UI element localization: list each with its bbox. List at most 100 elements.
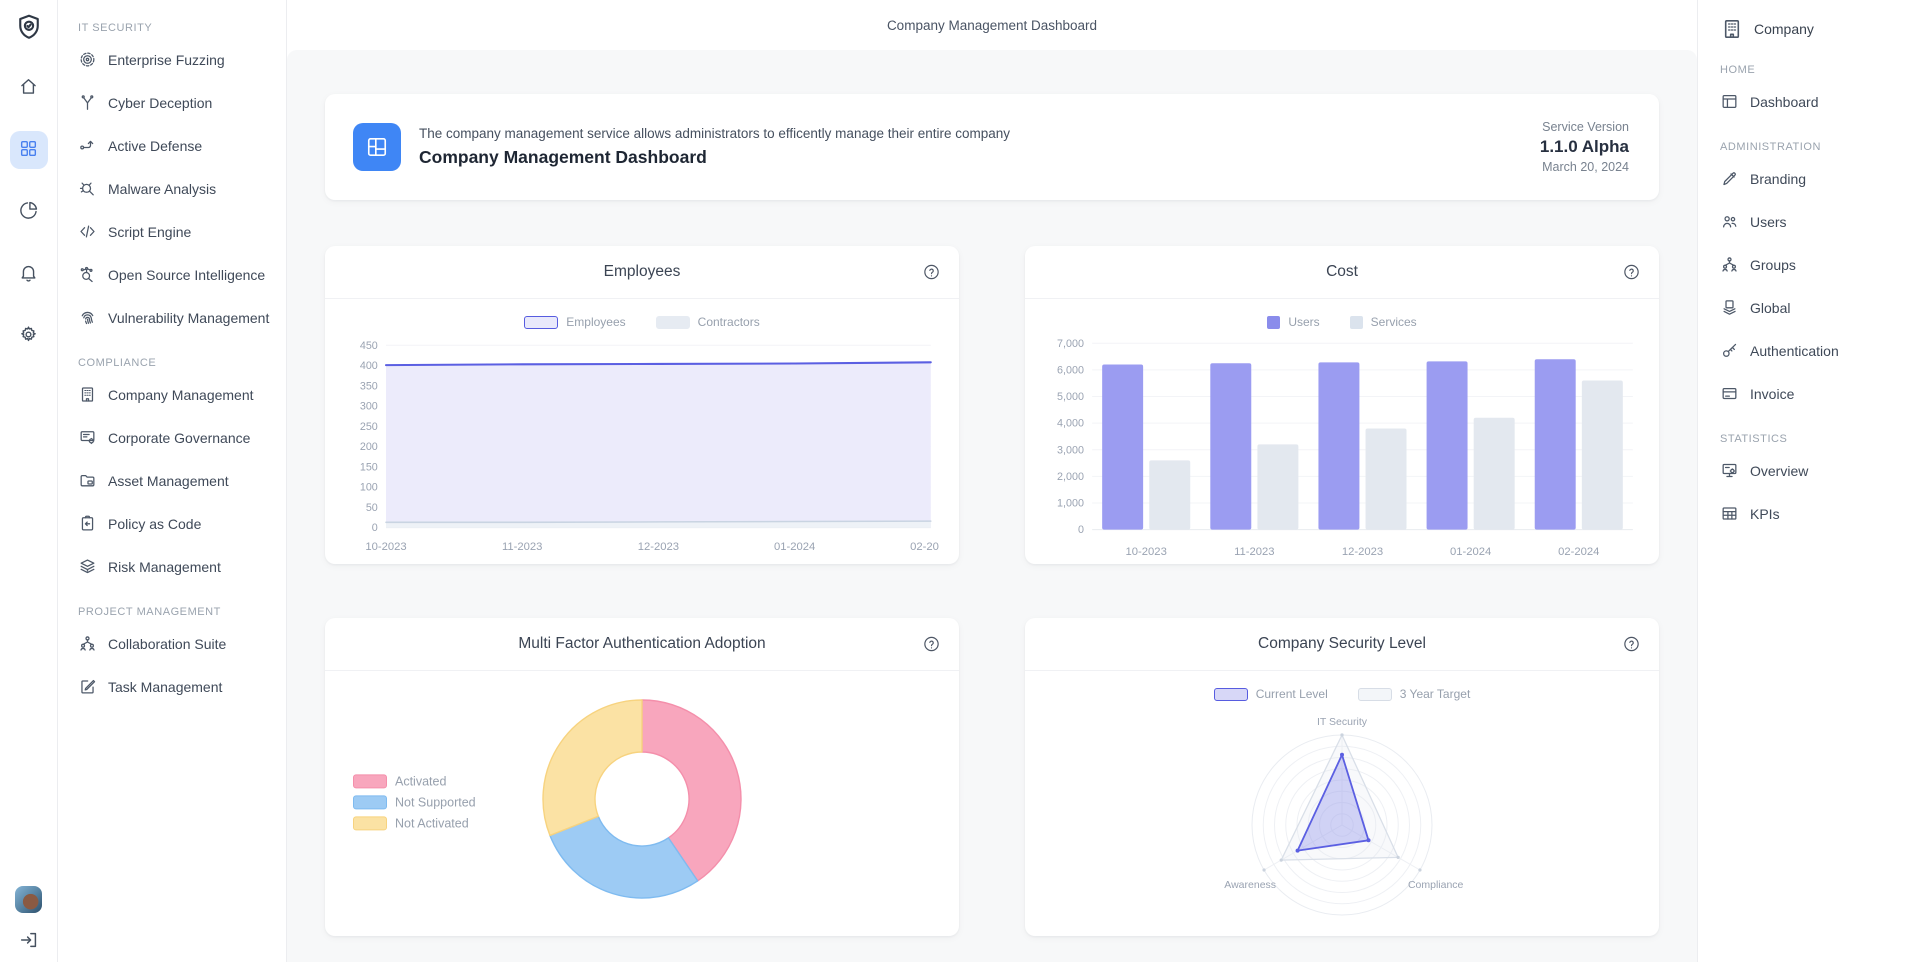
section-label: PROJECT MANAGEMENT [78, 606, 221, 618]
section-label: ADMINISTRATION [1720, 141, 1821, 153]
sidebar-item-collaboration-suite[interactable]: Collaboration Suite [78, 622, 276, 665]
dashboard-grid-icon [353, 123, 401, 171]
rail-item-dashboard[interactable] [9, 131, 48, 169]
sidebar-item-kpis[interactable]: KPIs [1720, 492, 1910, 535]
share-icon [78, 136, 97, 155]
sidebar-item-label: KPIs [1750, 505, 1780, 522]
service-version-date: March 20, 2024 [1542, 160, 1629, 174]
help-icon[interactable] [922, 635, 941, 654]
chart-legend: Employees Contractors [345, 315, 939, 329]
sidebar-item-active-defense[interactable]: Active Defense [78, 124, 276, 167]
legend-item-not-supported[interactable]: Not Supported [353, 795, 476, 810]
bell-icon [18, 262, 39, 286]
fingerprint-icon [78, 308, 97, 327]
sidebar-item-label: Collaboration Suite [108, 635, 227, 652]
gear-icon [18, 324, 39, 348]
service-version-block: Service Version 1.1.0 Alpha March 20, 20… [1540, 120, 1629, 174]
legend-item-3-year-target[interactable]: 3 Year Target [1357, 687, 1470, 701]
legend-swatch [655, 315, 690, 329]
service-version-label: Service Version [1542, 120, 1629, 134]
sidebar-item-cyber-deception[interactable]: Cyber Deception [78, 81, 276, 124]
sidebar-item-label: Active Defense [108, 137, 203, 154]
svg-text:02-2024: 02-2024 [1558, 546, 1599, 558]
grid-icon [18, 138, 39, 162]
help-icon[interactable] [1622, 263, 1641, 282]
target-icon [78, 50, 97, 69]
svg-text:6,000: 6,000 [1057, 364, 1084, 376]
sidebar-item-overview[interactable]: Overview [1720, 449, 1910, 492]
sidebar-item-company-management[interactable]: Company Management [78, 373, 276, 416]
help-icon[interactable] [922, 263, 941, 282]
rail-nav [9, 69, 48, 355]
svg-text:IT Security: IT Security [1317, 716, 1368, 728]
cost-chart: Users Services 0 1,000 2,000 3,000 4,000 5,000 6… [1025, 315, 1659, 560]
legend-label: Not Activated [395, 816, 469, 831]
svg-text:01-2024: 01-2024 [1450, 546, 1491, 558]
org-icon [1720, 255, 1739, 274]
rail-item-settings[interactable] [10, 317, 48, 355]
card-title: Multi Factor Authentication Adoption [518, 635, 766, 652]
legend-swatch [1267, 315, 1281, 329]
sidebar-item-dashboard[interactable]: Dashboard [1720, 80, 1910, 123]
help-icon[interactable] [1622, 635, 1641, 654]
code-icon [78, 222, 97, 241]
legend-item-employees[interactable]: Employees [524, 315, 626, 329]
security-level-chart: Current Level 3 Year Target IT Security Com… [1025, 687, 1659, 935]
sidebar-item-groups[interactable]: Groups [1720, 243, 1910, 286]
sidebar-item-policy-as-code[interactable]: Policy as Code [78, 502, 276, 545]
sidebar-item-authentication[interactable]: Authentication [1720, 329, 1910, 372]
legend-label: Services [1370, 315, 1417, 329]
svg-text:1,000: 1,000 [1057, 498, 1084, 510]
sidebar-item-users[interactable]: Users [1720, 200, 1910, 243]
logout-button[interactable] [16, 928, 42, 954]
legend-label: Current Level [1255, 687, 1328, 701]
rail-item-home[interactable] [10, 69, 48, 107]
list-gear-icon [78, 428, 97, 447]
legend-item-services[interactable]: Services [1349, 315, 1417, 329]
banner-card: The company management service allows ad… [325, 94, 1659, 200]
sidebar-item-enterprise-fuzzing[interactable]: Enterprise Fuzzing [78, 38, 276, 81]
sidebar-item-vulnerability-management[interactable]: Vulnerability Management [78, 296, 276, 339]
employees-chart: Employees Contractors 0 50 100 150 200 250 300 35… [325, 315, 959, 556]
task-icon [78, 677, 97, 696]
legend-swatch [1349, 315, 1363, 329]
svg-text:350: 350 [360, 380, 378, 392]
rail-bottom [15, 886, 42, 954]
sidebar-item-open-source-intelligence[interactable]: Open Source Intelligence [78, 253, 276, 296]
sidebar-item-label: Overview [1750, 462, 1809, 479]
sidebar-item-malware-analysis[interactable]: Malware Analysis [78, 167, 276, 210]
sidebar-item-script-engine[interactable]: Script Engine [78, 210, 276, 253]
svg-text:2,000: 2,000 [1057, 471, 1084, 483]
company-header[interactable]: Company [1720, 12, 1910, 46]
employees-card: Employees Employees Contractors 0 50 100 150 2… [325, 246, 959, 564]
sidebar-item-global[interactable]: Global [1720, 286, 1910, 329]
sidebar-item-label: Branding [1750, 170, 1807, 187]
main-area: Company Management Dashboard The company… [287, 0, 1697, 962]
section-label: COMPLIANCE [78, 357, 157, 369]
sidebar-item-corporate-governance[interactable]: Corporate Governance [78, 416, 276, 459]
legend-item-current-level[interactable]: Current Level [1213, 687, 1328, 701]
sidebar-item-label: Policy as Code [108, 515, 202, 532]
sidebar-item-risk-management[interactable]: Risk Management [78, 545, 276, 588]
chart-legend: Activated Not Supported Not Activated [353, 774, 476, 831]
org-icon [78, 634, 97, 653]
sidebar-item-label: Task Management [108, 678, 223, 695]
sidebar-item-label: Vulnerability Management [108, 309, 270, 326]
app-logo shield-check-icon [14, 12, 44, 42]
building-icon [1720, 17, 1744, 41]
svg-text:10-2023: 10-2023 [1126, 546, 1167, 558]
legend-item-users[interactable]: Users [1267, 315, 1320, 329]
legend-item-not-activated[interactable]: Not Activated [353, 816, 476, 831]
top-bar: Company Management Dashboard [287, 0, 1697, 50]
legend-item-activated[interactable]: Activated [353, 774, 476, 789]
user-avatar[interactable] [15, 886, 42, 913]
rail-item-analytics[interactable] [10, 193, 48, 231]
sidebar-item-branding[interactable]: Branding [1720, 157, 1910, 200]
sidebar-item-asset-management[interactable]: Asset Management [78, 459, 276, 502]
sidebar-item-task-management[interactable]: Task Management [78, 665, 276, 708]
svg-text:50: 50 [366, 502, 378, 514]
rail-item-notifications[interactable] [10, 255, 48, 293]
sidebar-item-invoice[interactable]: Invoice [1720, 372, 1910, 415]
legend-item-contractors[interactable]: Contractors [655, 315, 760, 329]
